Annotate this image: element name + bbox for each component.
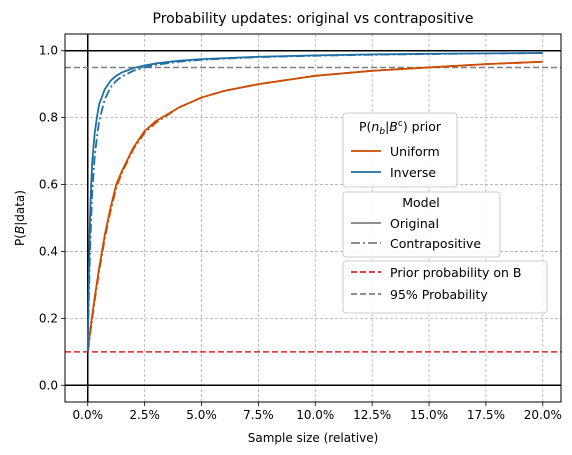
legend-model-title: Model: [402, 195, 440, 210]
x-tick-label: 0.0%: [73, 408, 104, 422]
x-tick-label: 15.0%: [410, 408, 448, 422]
y-axis-label: P(B|data): [13, 190, 27, 246]
series-line-inverse-contrapositive: [86, 52, 543, 352]
legend-label-contrapositive: Contrapositive: [390, 236, 481, 251]
plot-frame: [64, 33, 562, 403]
x-axis-label: Sample size (relative): [248, 431, 379, 445]
series-lines: [86, 52, 543, 352]
series-line-uniform-contrapositive: [86, 60, 543, 352]
y-tick-label: 0.0: [39, 378, 58, 392]
legend-label-original: Original: [390, 216, 439, 231]
x-tick-label: 7.5%: [243, 408, 274, 422]
y-tick-label: 0.6: [39, 178, 58, 192]
legend-label-uniform: Uniform: [390, 144, 440, 159]
y-tick-label: 0.8: [39, 111, 58, 125]
x-tick-label: 5.0%: [186, 408, 217, 422]
y-tick-label: 0.2: [39, 311, 58, 325]
y-tick-label: 0.4: [39, 244, 58, 258]
x-tick-label: 2.5%: [129, 408, 160, 422]
x-tick-label: 10.0%: [296, 408, 334, 422]
legend-label-95: 95% Probability: [390, 287, 488, 302]
legend-model: Model Original Contrapositive: [342, 191, 501, 258]
legend-reference: Prior probability on B 95% Probability: [342, 260, 548, 314]
legend-prior: P(nb|Bc) prior Uniform Inverse: [342, 112, 458, 188]
y-tick-label: 1.0: [39, 44, 58, 58]
x-tick-label: 17.5%: [467, 408, 505, 422]
chart-title: Probability updates: original vs contrap…: [153, 11, 474, 27]
legend-label-prior: Prior probability on B: [390, 265, 521, 280]
x-tick-label: 12.5%: [353, 408, 391, 422]
x-ticks: 0.0% 2.5% 5.0% 7.5% 10.0% 12.5% 15.0% 17.5% 20.0…: [73, 402, 562, 422]
y-ticks: 0.0 0.2 0.4 0.6 0.8 1.0: [39, 44, 65, 392]
legend-label-inverse: Inverse: [390, 165, 436, 180]
legend-prior-title: P(nb|Bc) prior: [359, 119, 442, 137]
x-tick-label: 20.0%: [524, 408, 562, 422]
